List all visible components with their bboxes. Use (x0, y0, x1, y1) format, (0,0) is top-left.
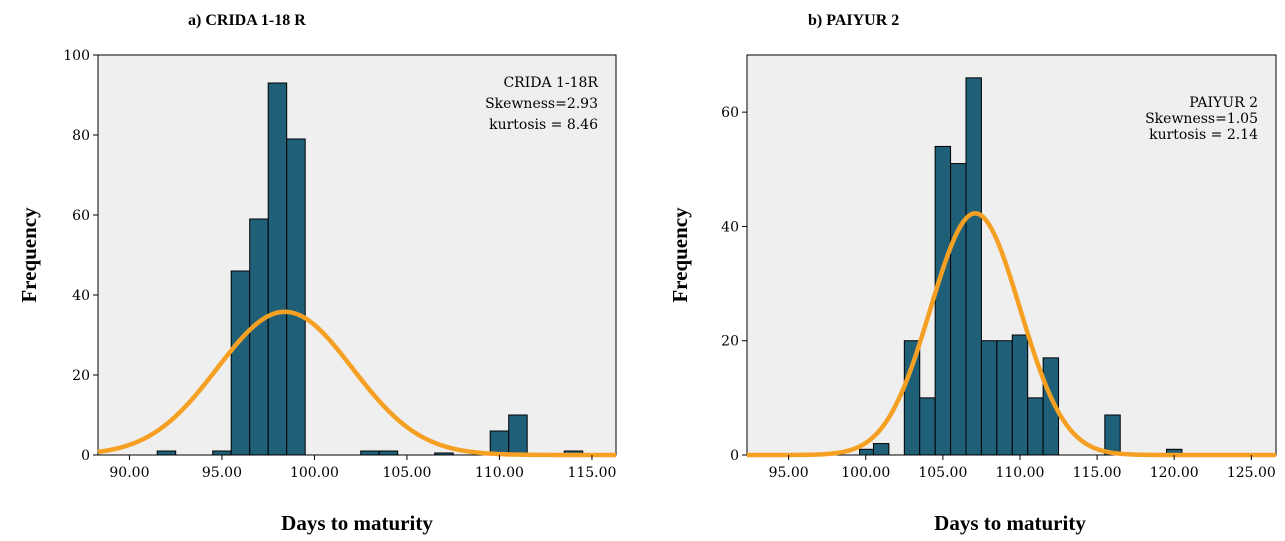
chart-b-x-tick-label: 105.00 (918, 465, 967, 481)
chart-b-title: b) PAIYUR 2 (808, 12, 900, 29)
chart-b-annotation-name: PAIYUR 2 (1189, 95, 1258, 111)
chart-b-annotation-kurtosis: kurtosis = 2.14 (1149, 127, 1258, 143)
chart-a-x-axis-label: Days to maturity (281, 511, 433, 535)
chart-a-y-axis-label: Frequency (17, 207, 41, 303)
chart-a: 90.00 95.00 100.00 105.00 110.00 115.00 0 20 40… (17, 48, 617, 535)
chart-a-x-tick-label: 110.00 (475, 465, 524, 481)
chart-b-x-tick-label: 120.00 (1150, 465, 1199, 481)
chart-b-bar (1104, 414, 1121, 456)
chart-b-bar (919, 397, 936, 456)
chart-b-bar (859, 448, 874, 456)
chart-a-bar (230, 270, 251, 456)
chart-b-x-tick-label: 115.00 (1073, 465, 1122, 481)
chart-a-y-tick-label: 100 (63, 48, 90, 64)
chart-b: 95.00 100.00 105.00 110.00 115.00 120.00 125.0… (668, 54, 1277, 535)
chart-b-bar (872, 443, 890, 456)
chart-b-x-ticks: 95.00 100.00 105.00 110.00 115.00 120.00 125.0… (769, 455, 1276, 481)
chart-b-x-tick-label: 125.00 (1227, 465, 1276, 481)
chart-b-bar (950, 163, 967, 456)
chart-b-y-tick-label: 20 (721, 334, 739, 350)
chart-b-bar (996, 340, 1013, 456)
chart-b-bar (1011, 334, 1029, 456)
chart-a-plot-area (97, 54, 617, 456)
chart-b-x-tick-label: 95.00 (769, 465, 809, 481)
chart-a-y-tick-label: 60 (72, 208, 90, 224)
chart-a-y-tick-label: 40 (72, 288, 90, 304)
chart-a-y-tick-label: 80 (72, 128, 90, 144)
chart-b-normal-curve (747, 211, 1276, 458)
chart-a-y-ticks: 0 20 40 60 80 100 (63, 48, 98, 464)
chart-b-y-tick-label: 60 (721, 105, 739, 121)
chart-b-x-tick-label: 100.00 (841, 465, 890, 481)
chart-a-x-tick-label: 95.00 (202, 465, 242, 481)
chart-a-bar (508, 414, 528, 456)
chart-a-y-tick-label: 0 (81, 448, 90, 464)
chart-b-bar (903, 340, 921, 456)
chart-a-bar (249, 218, 269, 456)
chart-a-bar (378, 450, 399, 456)
chart-a-bar (434, 452, 454, 456)
chart-b-annotation-skewness: Skewness=1.05 (1145, 111, 1258, 127)
chart-a-bar (212, 450, 232, 456)
chart-a-x-tick-label: 100.00 (290, 465, 339, 481)
chart-a-bar (489, 430, 510, 456)
chart-b-y-ticks: 0 20 40 60 (721, 105, 747, 464)
chart-b-bars (859, 77, 1183, 456)
chart-a-bars (156, 82, 584, 456)
chart-a-bar (156, 450, 177, 456)
chart-b-bar (965, 77, 982, 456)
chart-a-title: a) CRIDA 1-18 R (188, 12, 306, 29)
chart-b-bar (934, 145, 952, 456)
chart-b-bar (1027, 397, 1044, 456)
chart-a-annotation-skewness: Skewness=2.93 (485, 96, 598, 112)
chart-a-y-tick-label: 20 (72, 368, 90, 384)
chart-a-bar (286, 138, 306, 456)
chart-b-x-axis-label: Days to maturity (934, 511, 1086, 535)
chart-b-y-axis-label: Frequency (668, 207, 692, 303)
chart-a-normal-curve (97, 309, 616, 458)
chart-b-y-tick-label: 40 (721, 219, 739, 235)
chart-b-bar (1042, 357, 1060, 456)
chart-a-bar (360, 450, 380, 456)
chart-a-x-tick-label: 105.00 (382, 465, 431, 481)
chart-a-bar (267, 82, 288, 456)
chart-a-annotation-name: CRIDA 1-18R (503, 75, 598, 91)
chart-a-x-ticks: 90.00 95.00 100.00 105.00 110.00 115.00 (109, 455, 616, 481)
chart-a-x-tick-label: 115.00 (567, 465, 616, 481)
chart-a-annotation-kurtosis: kurtosis = 8.46 (489, 117, 598, 133)
chart-b-x-tick-label: 110.00 (995, 465, 1044, 481)
chart-a-x-tick-label: 90.00 (109, 465, 149, 481)
chart-b-bar (980, 340, 998, 456)
chart-b-y-tick-label: 0 (730, 448, 739, 464)
